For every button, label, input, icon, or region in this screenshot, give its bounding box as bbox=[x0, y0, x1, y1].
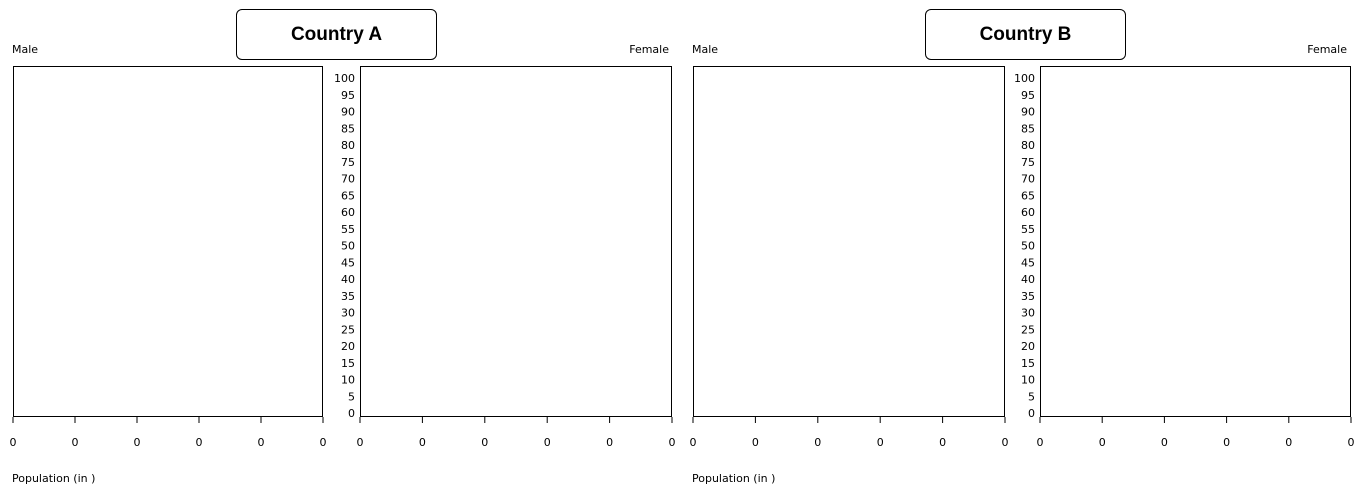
age-tick-label: 40 bbox=[1021, 273, 1035, 286]
x-axis-title: Population (in ) bbox=[12, 472, 96, 485]
female-plot-area bbox=[1040, 66, 1351, 417]
male-x-tick-label: 0 bbox=[690, 436, 697, 449]
age-tick-label: 60 bbox=[1021, 206, 1035, 219]
male-x-tick-label: 0 bbox=[10, 436, 17, 449]
female-x-tick-label: 0 bbox=[419, 436, 426, 449]
country-b-pyramid: Country B Male Female 100 95 90 85 80 75 70 65 6… bbox=[680, 0, 1363, 488]
age-tick-label: 85 bbox=[341, 122, 355, 135]
male-x-tick-label: 0 bbox=[814, 436, 821, 449]
age-tick-label: 35 bbox=[1021, 290, 1035, 303]
age-tick-label: 55 bbox=[341, 223, 355, 236]
age-tick-label: 30 bbox=[1021, 307, 1035, 320]
age-tick-label: 10 bbox=[341, 374, 355, 387]
age-tick-label: 95 bbox=[1021, 89, 1035, 102]
age-tick-label: 20 bbox=[1021, 340, 1035, 353]
age-tick-label: 100 bbox=[334, 72, 355, 85]
age-tick-label: 15 bbox=[341, 357, 355, 370]
female-x-tick-label: 0 bbox=[357, 436, 364, 449]
female-x-tick-label: 0 bbox=[544, 436, 551, 449]
male-label: Male bbox=[12, 43, 39, 56]
male-x-tick-label: 0 bbox=[877, 436, 884, 449]
female-x-tick-label: 0 bbox=[1285, 436, 1292, 449]
age-tick-label: 80 bbox=[341, 139, 355, 152]
chart-axes: 1009590858075706560555045403530252015105… bbox=[690, 72, 1355, 449]
age-tick-label: 50 bbox=[1021, 240, 1035, 253]
age-tick-label: 35 bbox=[341, 290, 355, 303]
male-x-tick-label: 0 bbox=[196, 436, 203, 449]
male-plot-area bbox=[13, 66, 323, 417]
age-tick-label: 40 bbox=[341, 273, 355, 286]
female-x-tick-label: 0 bbox=[1223, 436, 1230, 449]
x-axis-title: Population (in ) bbox=[692, 472, 776, 485]
female-label: Female bbox=[629, 43, 669, 56]
age-tick-label: 25 bbox=[341, 323, 355, 336]
chart-title: Country A bbox=[236, 9, 437, 60]
age-tick-label: 100 bbox=[1014, 72, 1035, 85]
chart-title: Country B bbox=[925, 9, 1126, 60]
age-tick-label: 80 bbox=[1021, 139, 1035, 152]
age-tick-label: 20 bbox=[341, 340, 355, 353]
age-tick-label: 30 bbox=[341, 307, 355, 320]
age-tick-label: 25 bbox=[1021, 323, 1035, 336]
age-tick-label: 75 bbox=[1021, 156, 1035, 169]
age-tick-label: 65 bbox=[341, 189, 355, 202]
age-tick-label: 0 bbox=[348, 407, 355, 420]
male-x-tick-label: 0 bbox=[320, 436, 327, 449]
female-x-tick-label: 0 bbox=[1348, 436, 1355, 449]
male-x-tick-label: 0 bbox=[1002, 436, 1009, 449]
female-x-tick-label: 0 bbox=[1161, 436, 1168, 449]
age-tick-label: 10 bbox=[1021, 374, 1035, 387]
age-tick-label: 60 bbox=[341, 206, 355, 219]
age-tick-label: 50 bbox=[341, 240, 355, 253]
female-x-tick-label: 0 bbox=[1099, 436, 1106, 449]
age-tick-label: 5 bbox=[1028, 390, 1035, 403]
age-tick-label: 90 bbox=[1021, 106, 1035, 119]
female-x-tick-label: 0 bbox=[669, 436, 676, 449]
age-tick-label: 15 bbox=[1021, 357, 1035, 370]
female-x-tick-label: 0 bbox=[606, 436, 613, 449]
male-x-tick-label: 0 bbox=[72, 436, 79, 449]
female-label: Female bbox=[1307, 43, 1347, 56]
chart-axes: 1009590858075706560555045403530252015105… bbox=[10, 72, 676, 449]
country-a-pyramid: Country A Male Female 100 95 90 85 80 75 70 65 6… bbox=[10, 9, 676, 485]
male-x-tick-label: 0 bbox=[752, 436, 759, 449]
age-tick-label: 85 bbox=[1021, 122, 1035, 135]
age-tick-label: 55 bbox=[1021, 223, 1035, 236]
age-tick-label: 45 bbox=[1021, 256, 1035, 269]
male-x-tick-label: 0 bbox=[134, 436, 141, 449]
age-tick-label: 5 bbox=[348, 390, 355, 403]
age-tick-label: 70 bbox=[341, 173, 355, 186]
female-x-tick-label: 0 bbox=[481, 436, 488, 449]
age-tick-label: 45 bbox=[341, 256, 355, 269]
female-x-tick-label: 0 bbox=[1037, 436, 1044, 449]
age-tick-label: 75 bbox=[341, 156, 355, 169]
age-tick-label: 90 bbox=[341, 106, 355, 119]
age-tick-label: 65 bbox=[1021, 189, 1035, 202]
male-x-tick-label: 0 bbox=[258, 436, 265, 449]
age-tick-label: 0 bbox=[1028, 407, 1035, 420]
age-tick-label: 95 bbox=[341, 89, 355, 102]
male-plot-area bbox=[693, 66, 1005, 417]
male-label: Male bbox=[692, 43, 719, 56]
male-x-tick-label: 0 bbox=[939, 436, 946, 449]
age-tick-label: 70 bbox=[1021, 173, 1035, 186]
female-plot-area bbox=[360, 66, 672, 417]
